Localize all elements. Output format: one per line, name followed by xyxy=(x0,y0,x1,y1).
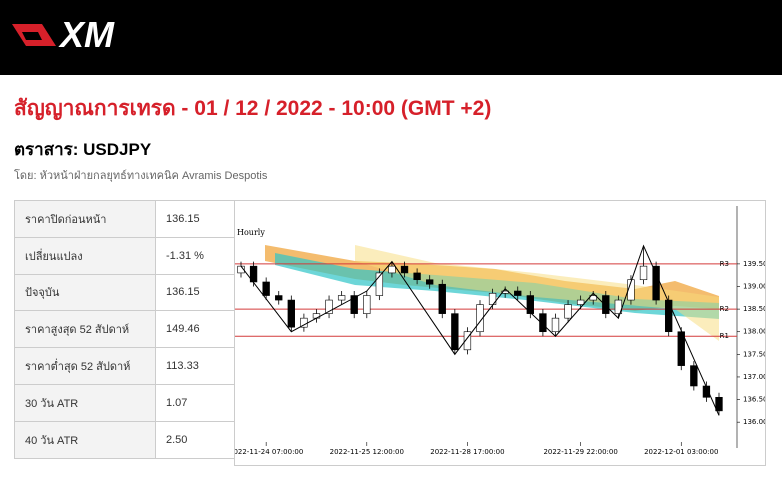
candle-body xyxy=(602,295,610,314)
logo: XM xyxy=(60,14,114,55)
candle-body xyxy=(627,279,635,301)
table-row: 40 วัน ATR 2.50 xyxy=(14,420,235,459)
table-row: ปัจจุบัน 136.15 xyxy=(14,273,235,312)
table-row: ราคาต่ำสุด 52 สัปดาห์ 113.33 xyxy=(14,347,235,385)
table: ราคาปิดก่อนหน้า 136.15 เปลี่ยนแปลง -1.31 % ป… xyxy=(14,200,235,459)
y-tick-label: 136.50 xyxy=(743,396,766,404)
candle-body xyxy=(526,295,534,314)
zigzag-line xyxy=(240,244,720,416)
cell-value: 136.15 xyxy=(155,273,235,312)
table-row: เปลี่ยนแปลง -1.31 % xyxy=(14,236,235,275)
candle-body xyxy=(325,299,333,314)
subtitle: ตราสาร: USDJPY xyxy=(14,140,152,159)
candle-body xyxy=(400,265,409,274)
candle-body xyxy=(262,281,270,296)
header: XM xyxy=(0,0,782,75)
level-label: R1 xyxy=(720,332,729,340)
cell-label: ราคาสูงสุด 52 สัปดาห์ xyxy=(14,310,156,349)
x-tick-label: 2022-11-25 12:00:00 xyxy=(330,448,404,456)
candle-body xyxy=(639,265,648,281)
candle-body xyxy=(375,272,384,296)
cell-label: 40 วัน ATR xyxy=(14,420,156,459)
cell-value: 113.33 xyxy=(155,347,235,385)
candle-body xyxy=(426,279,434,285)
chart: Hourly 136.00 136.50 137.00 137.50 138.00 138… xyxy=(234,200,766,466)
candle-body xyxy=(363,295,371,314)
y-tick-label: 137.00 xyxy=(743,373,766,381)
chart-title: Hourly xyxy=(237,228,265,237)
candle-body xyxy=(614,299,623,314)
candle-body xyxy=(275,295,283,301)
table-row: ราคาสูงสุด 52 สัปดาห์ 149.46 xyxy=(14,310,235,349)
y-tick-label: 138.00 xyxy=(743,328,766,336)
cell-value: 2.50 xyxy=(155,420,235,459)
candle-body xyxy=(665,299,673,333)
cell-value: 136.15 xyxy=(155,200,235,238)
candle-body xyxy=(476,304,484,333)
candle-body xyxy=(652,265,660,301)
cell-label: 30 วัน ATR xyxy=(14,383,156,422)
cell-value: 149.46 xyxy=(155,310,235,349)
title: สัญญาณการเทรด - 01 / 12 / 2022 - 10:00 (… xyxy=(14,97,492,120)
cloud-band xyxy=(355,245,719,341)
candle-body xyxy=(564,304,572,319)
y-tick-label: 137.50 xyxy=(743,350,766,358)
y-tick-label: 138.50 xyxy=(743,305,766,313)
y-tick-label: 136.00 xyxy=(743,418,766,426)
candle-body xyxy=(438,283,446,314)
candle-body xyxy=(576,299,585,305)
cell-label: ราคาต่ำสุด 52 สัปดาห์ xyxy=(14,347,156,385)
cell-label: เปลี่ยนแปลง xyxy=(14,236,156,275)
x-tick-label: 2022-11-29 22:00:00 xyxy=(543,448,617,456)
candle-body xyxy=(451,313,459,351)
x-tick-label: 2022-11-24 07:00:00 xyxy=(234,448,303,456)
byline: โดย: หัวหน้าฝ่ายกลยุทธ์ทางเทคนิค Avramis… xyxy=(14,170,268,182)
candle-body xyxy=(287,299,295,328)
candle-body xyxy=(337,295,346,301)
logo-icon xyxy=(12,24,56,46)
candle-body xyxy=(715,396,723,412)
candle-body xyxy=(690,365,698,387)
y-tick-label: 139.00 xyxy=(743,282,766,290)
candle-body xyxy=(350,295,358,314)
candle-body xyxy=(413,272,421,281)
candle-body xyxy=(539,313,547,333)
candle-body xyxy=(237,265,245,274)
x-tick-label: 2022-12-01 03:00:00 xyxy=(644,448,718,456)
candle-body xyxy=(388,265,396,274)
cell-label: ปัจจุบัน xyxy=(14,273,156,312)
candle-body xyxy=(514,290,522,296)
cell-label: ราคาปิดก่อนหน้า xyxy=(14,200,156,238)
candle-body xyxy=(312,313,321,319)
cell-value: 1.07 xyxy=(155,383,235,422)
x-tick-label: 2022-11-28 17:00:00 xyxy=(430,448,504,456)
candle-body xyxy=(551,317,560,333)
table-row: 30 วัน ATR 1.07 xyxy=(14,383,235,422)
candle-body xyxy=(463,331,472,351)
table-row: ราคาปิดก่อนหน้า 136.15 xyxy=(14,200,235,238)
y-tick-label: 139.50 xyxy=(743,260,766,268)
level-label: R2 xyxy=(720,305,729,313)
cell-value: -1.31 % xyxy=(155,236,235,275)
level-label: R3 xyxy=(720,260,729,268)
